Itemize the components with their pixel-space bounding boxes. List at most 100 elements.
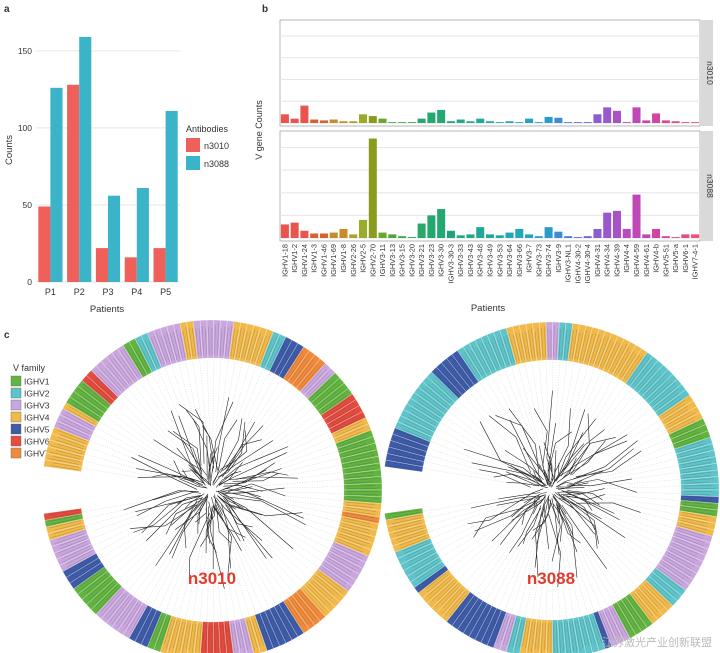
vgene-bar-n3088-IGHV3-73	[534, 236, 543, 238]
legend-label-IGHV6: IGHV6	[24, 437, 50, 447]
vgene-bar-n3010-IGHV4-b	[652, 113, 661, 123]
legend-swatch-n3010	[186, 138, 200, 152]
vgene-bar-n3088-IGHV3-30	[437, 209, 446, 238]
panel-b-x-tick-label: IGHV5-51	[661, 244, 670, 277]
vgene-bar-n3088-IGHV3-23	[427, 215, 436, 238]
vgene-bar-n3010-IGHV4-61	[642, 120, 651, 123]
vgene-bar-n3088-IGHV3-66	[515, 228, 524, 238]
vgene-bar-n3088-IGHV1-24	[300, 230, 309, 238]
vgene-bar-n3088-IGHV4-4	[622, 228, 631, 238]
vgene-bar-n3010-IGHV2-5	[359, 114, 368, 123]
vgene-bar-n3010-IGHV5-a	[671, 121, 680, 123]
bar-n3088-P5	[165, 110, 178, 282]
vgene-bar-n3088-IGHV1-46	[319, 233, 328, 238]
panel-b-x-tick-label: IGHV3-53	[495, 244, 504, 277]
panel-b-x-tick-label: IGHV3-9	[554, 244, 563, 273]
facet-strip-n3088: n3088	[701, 131, 715, 241]
panel-b-x-tick-label: IGHV3-66	[515, 244, 524, 277]
panel-a-y-tick-label: 150	[18, 46, 32, 56]
panel-b-x-tick-label: IGHV3-30-3	[446, 244, 455, 283]
vgene-bar-n3010-IGHV3-11	[378, 118, 387, 123]
vgene-bar-n3088-IGHV3-53	[495, 235, 504, 238]
tree-branches	[123, 397, 306, 589]
panel-b-x-tick-label: IGHV3-15	[398, 244, 407, 277]
v-family-legend-title: V family	[13, 363, 46, 373]
panel-a-y-axis-label: Counts	[4, 135, 15, 165]
legend-swatch-IGHV7	[10, 447, 22, 459]
panel-a-x-tick-label: P4	[131, 287, 142, 297]
vgene-bar-n3010-IGHV3-73	[534, 122, 543, 123]
panel-b-x-ticks: IGHV1-18 IGHV1-2 IGHV1-24 IGHV1-3 IGHV1-46 IG…	[280, 243, 699, 283]
v-family-legend: V family IGHV1 IGHV2 IGHV3 IGHV4 IGHV5 IGHV6 I…	[10, 363, 50, 459]
panel-b-x-tick-label: IGHV3-21	[417, 244, 426, 277]
vgene-bar-n3010-IGHV5-51	[661, 120, 670, 123]
panel-b-x-tick-label: IGHV1-24	[300, 244, 309, 277]
legend-label-IGHV7: IGHV7	[24, 449, 50, 459]
vgene-bar-n3088-IGHV3-30-3	[446, 230, 455, 238]
panel-b-x-tick-label: IGHV1-18	[280, 244, 289, 277]
vgene-bar-n3010-IGHV3-30-3	[446, 121, 455, 123]
panel-b-x-tick-label: IGHV3-13	[388, 244, 397, 277]
legend-label-IGHV4: IGHV4	[24, 413, 50, 423]
panel-a-x-tick-label: P2	[74, 287, 85, 297]
tree-color-ring	[43, 319, 383, 653]
facet-label-n3010: n3010	[705, 61, 715, 85]
vgene-bar-n3010-IGHV1-3	[310, 119, 319, 123]
vgene-bar-n3010-IGHV1-24	[300, 105, 309, 123]
panel-b-y-axis-label: V gene Counts	[254, 100, 264, 160]
vgene-bar-n3088-IGHV1-2	[290, 222, 299, 238]
legend-swatch-IGHV1	[10, 375, 22, 387]
panel-a-x-tick-label: P1	[45, 287, 56, 297]
vgene-bar-n3088-IGHV1-18	[280, 224, 289, 238]
facet-panel-n3010	[279, 19, 701, 127]
vgene-bar-n3088-IGHV4-39	[612, 210, 621, 238]
panel-b-x-tick-label: IGHV2-26	[349, 244, 358, 277]
panel-a-letter: a	[4, 4, 10, 15]
vgene-bar-n3088-IGHV4-34	[603, 212, 612, 238]
vgene-bar-n3088-IGHV3-15	[398, 236, 407, 238]
panel-b-x-tick-label: IGHV4-39	[612, 244, 621, 277]
vgene-bar-n3088-IGHV3-33	[456, 235, 465, 238]
vgene-bar-n3088-IGHV2-26	[349, 234, 358, 238]
panel-b-x-tick-label: IGHV3-NL1	[564, 244, 573, 282]
vgene-bar-n3010-IGHV3-NL1	[564, 122, 573, 123]
vgene-bar-n3088-IGHV3-43	[466, 234, 475, 238]
panel-b-x-tick-label: IGHV3-30	[437, 244, 446, 277]
legend-title: Antibodies	[186, 124, 229, 134]
panel-b-x-tick-label: IGHV5-a	[671, 243, 680, 273]
legend-label-IGHV1: IGHV1	[24, 377, 50, 387]
bar-n3088-P2	[79, 36, 92, 282]
vgene-bar-n3088-IGHV3-13	[388, 234, 397, 238]
vgene-bar-n3088-IGHV3-74	[544, 227, 553, 238]
legend-label-IGHV3: IGHV3	[24, 401, 50, 411]
panel-b-x-tick-label: IGHV3-43	[466, 244, 475, 277]
legend-label-IGHV2: IGHV2	[24, 389, 50, 399]
vgene-bar-n3010-IGHV3-33	[456, 119, 465, 123]
bar-n3010-P5	[153, 248, 166, 282]
bar-n3010-P1	[38, 206, 51, 282]
panel-b-x-tick-label: IGHV3-49	[486, 244, 495, 277]
vgene-bar-n3010-IGHV3-49	[485, 121, 495, 123]
panel-b-x-tick-label: IGHV3-73	[534, 244, 543, 277]
panel-a-y-ticks: 0 50 100 150	[18, 46, 32, 287]
tree-leaf-labels	[49, 323, 379, 653]
tree-leaf-labels	[389, 325, 716, 653]
panel-b-x-tick-label: IGHV4-59	[632, 244, 641, 277]
vgene-bar-n3010-IGHV4-59	[632, 107, 641, 123]
legend-swatch-IGHV5	[10, 423, 22, 435]
legend-label-n3088: n3088	[204, 159, 229, 169]
bar-n3088-P4	[136, 187, 149, 282]
panel-b-letter: b	[262, 4, 268, 15]
panel-a-y-tick-label: 50	[23, 200, 33, 210]
panel-a-legend: Antibodies n3010 n3088	[186, 124, 229, 170]
vgene-bar-n3010-IGHV3-66	[515, 122, 524, 123]
phylo-tree-n3088	[384, 321, 720, 653]
vgene-bar-n3088-IGHV4-31	[593, 228, 602, 238]
panel-a-chart: 0 50 100 150 P1 P2 P3 P4 P5 Patients Counts Ant…	[4, 20, 229, 315]
panel-b-x-tick-label: IGHV7-4-1	[691, 244, 700, 279]
legend-label-n3010: n3010	[204, 141, 229, 151]
vgene-bar-n3010-IGHV3-15	[398, 122, 407, 123]
vgene-bar-n3088-IGHV4-b	[652, 228, 661, 238]
vgene-bar-n3010-IGHV4-4	[622, 122, 631, 123]
vgene-bar-n3010-IGHV2-70	[368, 116, 377, 123]
